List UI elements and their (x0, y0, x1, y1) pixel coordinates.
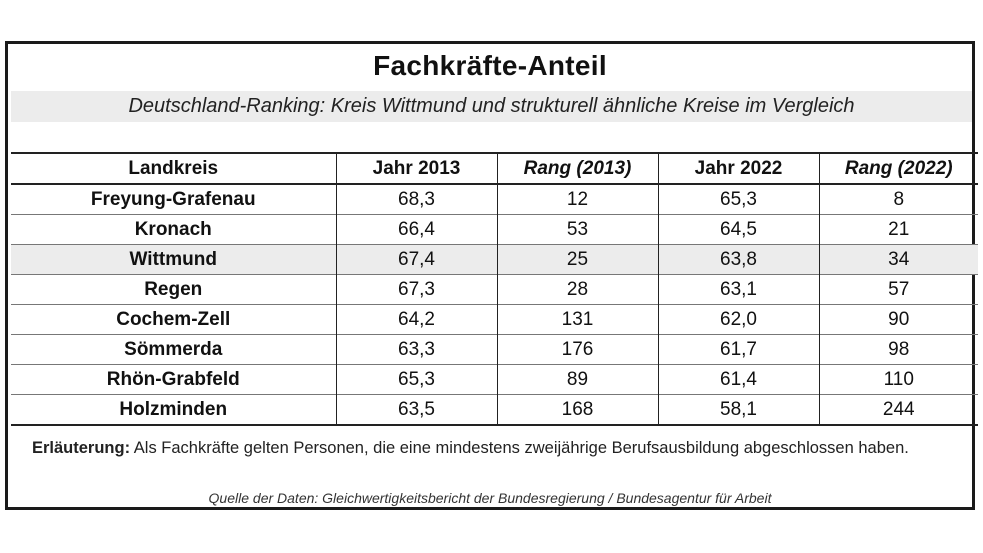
header-jahr-2022: Jahr 2022 (657, 153, 819, 184)
cell-jahr-2022: 61,7 (657, 334, 819, 365)
cell-landkreis: Sömmerda (124, 339, 223, 360)
header-rang-2022: Rang (2022) (818, 153, 978, 184)
cell-landkreis: Kronach (134, 219, 212, 240)
cell-rang-2013: 131 (496, 304, 658, 335)
table-row: Rhön-Grabfeld 65,3 89 61,4 110 (11, 364, 978, 395)
explanation-text: Als Fachkräfte gelten Personen, die eine… (130, 439, 909, 457)
cell-rang-2013: 28 (496, 274, 658, 305)
cell-rang-2013: 53 (496, 214, 658, 245)
table-row: Regen 67,3 28 63,1 57 (11, 274, 978, 305)
cell-rang-2013: 25 (496, 244, 658, 275)
ranking-table: Landkreis Jahr 2013 Rang (2013) Jahr 202… (11, 152, 978, 426)
table-row: Freyung-Grafenau 68,3 12 65,3 8 (11, 184, 978, 215)
cell-jahr-2022: 61,4 (657, 364, 819, 395)
cell-jahr-2013: 63,5 (335, 394, 497, 425)
page-title: Fachkräfte-Anteil (373, 50, 607, 81)
cell-landkreis: Cochem-Zell (116, 309, 231, 330)
table-row: Holzminden 63,5 168 58,1 244 (11, 394, 978, 425)
cell-rang-2022: 98 (818, 334, 978, 365)
cell-rang-2022: 57 (818, 274, 978, 305)
header-landkreis: Landkreis (128, 158, 219, 179)
cell-jahr-2022: 63,8 (657, 244, 819, 275)
table-row: Sömmerda 63,3 176 61,7 98 (11, 334, 978, 365)
cell-jahr-2013: 63,3 (335, 334, 497, 365)
cell-rang-2022: 244 (818, 394, 978, 425)
cell-landkreis: Freyung-Grafenau (90, 189, 256, 210)
cell-jahr-2013: 67,3 (335, 274, 497, 305)
data-source: Quelle der Daten: Gleichwertigkeitsberic… (208, 490, 772, 506)
cell-jahr-2022: 58,1 (657, 394, 819, 425)
cell-rang-2013: 168 (496, 394, 658, 425)
cell-landkreis: Holzminden (119, 399, 228, 420)
table-row: Wittmund 67,4 25 63,8 34 (11, 244, 978, 275)
cell-jahr-2013: 68,3 (335, 184, 497, 215)
subtitle: Deutschland-Ranking: Kreis Wittmund und … (11, 91, 972, 122)
table-header-row: Landkreis Jahr 2013 Rang (2013) Jahr 202… (11, 153, 978, 184)
cell-jahr-2022: 65,3 (657, 184, 819, 215)
cell-jahr-2013: 66,4 (335, 214, 497, 245)
explanation-label: Erläuterung: (32, 439, 131, 457)
cell-rang-2022: 110 (818, 364, 978, 395)
table-row: Kronach 66,4 53 64,5 21 (11, 214, 978, 245)
cell-jahr-2013: 64,2 (335, 304, 497, 335)
cell-jahr-2022: 64,5 (657, 214, 819, 245)
cell-landkreis: Rhön-Grabfeld (106, 369, 240, 390)
cell-rang-2013: 176 (496, 334, 658, 365)
cell-rang-2013: 89 (496, 364, 658, 395)
header-rang-2013: Rang (2013) (496, 153, 658, 184)
explanation-note: Erläuterung: Als Fachkräfte gelten Perso… (32, 439, 909, 458)
cell-jahr-2022: 62,0 (657, 304, 819, 335)
cell-jahr-2022: 63,1 (657, 274, 819, 305)
table-row: Cochem-Zell 64,2 131 62,0 90 (11, 304, 978, 335)
cell-jahr-2013: 67,4 (335, 244, 497, 275)
cell-rang-2022: 34 (818, 244, 978, 275)
cell-rang-2022: 21 (818, 214, 978, 245)
cell-rang-2022: 90 (818, 304, 978, 335)
cell-landkreis: Wittmund (11, 244, 336, 275)
header-jahr-2013: Jahr 2013 (335, 153, 497, 184)
cell-rang-2013: 12 (496, 184, 658, 215)
cell-rang-2022: 8 (818, 184, 978, 215)
table-frame: Fachkräfte-Anteil Deutschland-Ranking: K… (5, 41, 978, 510)
cell-jahr-2013: 65,3 (335, 364, 497, 395)
cell-landkreis: Regen (144, 279, 203, 300)
